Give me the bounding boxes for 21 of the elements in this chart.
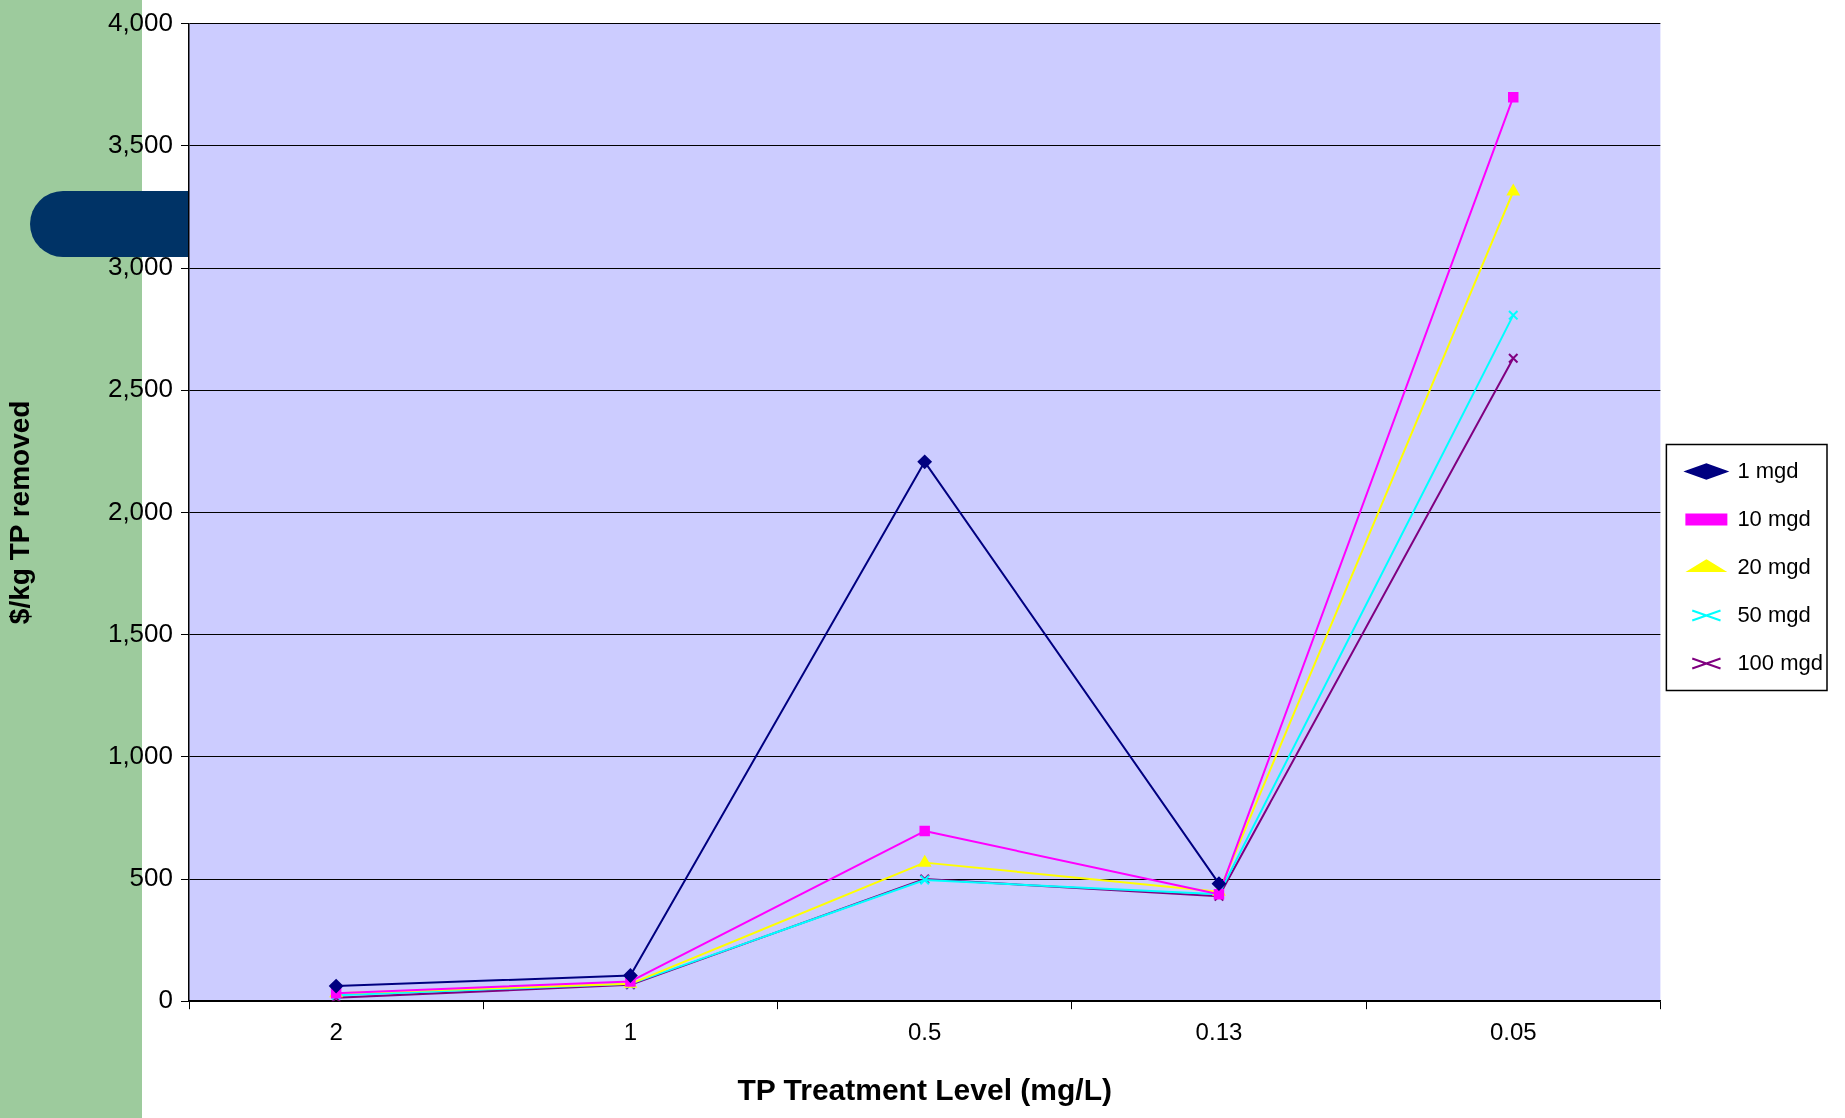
x-tick-label: 0.5	[908, 1018, 942, 1046]
y-tick-label: 3,000	[107, 251, 173, 282]
y-tick-label: 1,000	[107, 739, 173, 770]
y-tick-label: 4,000	[107, 6, 173, 37]
y-tick-label: 0	[158, 984, 173, 1015]
y-tick-label: 2,500	[107, 373, 173, 404]
y-tick-label: 3,500	[107, 128, 173, 159]
legend-label: 50 mgd	[1737, 601, 1811, 627]
legend-label: 10 mgd	[1737, 505, 1811, 531]
x-tick-label: 0.05	[1489, 1018, 1537, 1046]
legend-label: 20 mgd	[1737, 553, 1811, 579]
x-tick-label: 2	[329, 1018, 343, 1046]
y-tick-label: 1,500	[107, 617, 173, 648]
legend-label: 100 mgd	[1737, 649, 1824, 675]
x-axis-title: TP Treatment Level (mg/L)	[737, 1073, 1112, 1107]
legend-label: 1 mgd	[1737, 457, 1799, 483]
x-tick-label: 0.13	[1195, 1018, 1243, 1046]
y-tick-label: 2,000	[107, 495, 173, 526]
y-axis-title: $/kg TP removed	[3, 400, 35, 625]
x-tick-label: 1	[623, 1018, 638, 1046]
y-tick-label: 500	[129, 862, 173, 893]
